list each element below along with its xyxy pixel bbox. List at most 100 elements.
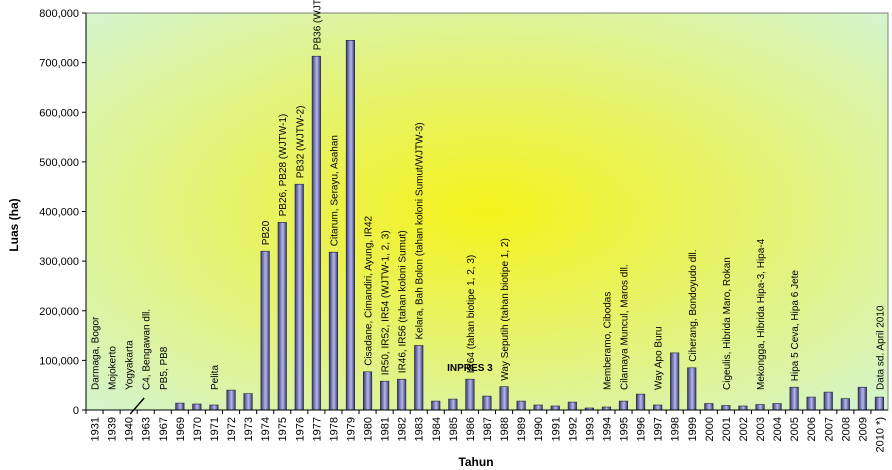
bar-1973 <box>243 393 253 411</box>
bar-1970 <box>192 403 202 411</box>
bar-1980 <box>362 371 373 411</box>
x-tick-label: 1977 <box>311 417 323 441</box>
bar-2008 <box>840 398 850 411</box>
bar-1979 <box>345 39 356 411</box>
x-tick-label: 1997 <box>653 417 665 441</box>
annotation-label: IR50, IR52, IR54 (WJTW-1, 2, 3) <box>381 230 392 375</box>
x-tick-label: 2005 <box>789 417 801 441</box>
y-axis-title: Luas (ha) <box>7 198 21 251</box>
x-tick-label: 1939 <box>107 417 119 441</box>
bar-2004 <box>772 403 782 411</box>
bar-1990 <box>533 404 543 411</box>
annotation-label: IR46, IR56 (tahan koloni Sumut) <box>398 230 409 373</box>
annotations-group: Darmaga, Bogor Mojokerto Yogyakarta C4, Ben… <box>91 0 887 390</box>
bar-1985 <box>448 398 458 411</box>
y-tick-label: 400,000 <box>39 207 79 219</box>
bar-1972 <box>226 389 236 411</box>
annotation-label: PB20 <box>261 220 272 245</box>
y-tick-label: 100,000 <box>39 355 79 367</box>
x-tick-label: 1978 <box>328 417 340 441</box>
bar-1989 <box>516 400 526 411</box>
bar-2006 <box>806 396 816 411</box>
bar-1997 <box>653 404 663 411</box>
annotation-label: PB36 (WJTW-2) <box>312 0 323 50</box>
annotation-label: PB5, PB8 <box>159 346 170 390</box>
annotation-label: Cisadane, Cimandiri, Ayung, IR42 <box>364 215 375 365</box>
bar-1983 <box>414 345 424 411</box>
x-tick-label: 1993 <box>584 417 596 441</box>
bar-2001 <box>721 405 731 411</box>
y-tick-label: 800,000 <box>39 8 79 20</box>
x-tick-label: 1973 <box>243 417 255 441</box>
bar-2007 <box>823 391 833 411</box>
y-axis: 0 100,000 200,000 300,000 400,000 500,000 600,… <box>39 8 87 417</box>
bar-1975 <box>277 222 287 411</box>
x-tick-label: 1986 <box>465 417 477 441</box>
bar-1969 <box>175 402 185 411</box>
x-tick-label: 1994 <box>601 417 613 441</box>
annotation-label: Pelita <box>210 365 221 390</box>
y-tick-label: 700,000 <box>39 58 79 70</box>
x-tick-label: 2004 <box>772 417 784 441</box>
bar-1999 <box>687 367 697 411</box>
annotation-label: Mojokerto <box>108 346 119 390</box>
plot-area <box>85 12 889 411</box>
bar-1971 <box>209 404 219 411</box>
bar-1982 <box>397 378 407 411</box>
x-tick-label: 1969 <box>175 417 187 441</box>
x-tick-label: 1975 <box>277 417 289 441</box>
x-tick-label: 1963 <box>141 417 153 441</box>
annotation-label: Mekongga, Hibrida Hipa-3, Hipa-4 <box>756 238 767 390</box>
annotation-label: Citarum, Serayu, Asahan <box>329 135 340 246</box>
bar-1986 <box>465 378 475 411</box>
x-tick-label: 1931 <box>90 417 102 441</box>
axis-break-mark <box>129 397 145 415</box>
x-tick-label: 1967 <box>158 417 170 441</box>
bar-1992 <box>567 401 577 411</box>
y-tick-label: 0 <box>73 405 79 417</box>
annotation-label: INPRES 3 <box>447 363 493 374</box>
bar-2003 <box>755 404 765 411</box>
bar-1984 <box>431 400 441 411</box>
x-tick-label: 2007 <box>823 417 835 441</box>
bars-group <box>175 39 885 411</box>
bar-1974 <box>260 250 270 411</box>
annotation-label: Memberamo, Cibodas <box>602 292 613 390</box>
annotation-label: Darmaga, Bogor <box>91 316 102 390</box>
x-tick-label: 1974 <box>260 417 272 441</box>
annotation-label: Hipa 5 Ceva, Hipa 6 Jete <box>790 270 801 382</box>
x-tick-label: 1976 <box>294 417 306 441</box>
x-tick-label: 2000 <box>704 417 716 441</box>
x-tick-label: 1984 <box>431 417 443 441</box>
y-tick-label: 200,000 <box>39 306 79 318</box>
x-tick-label: 1995 <box>619 417 631 441</box>
x-tick-label: 1970 <box>192 417 204 441</box>
bar-2010 *) <box>874 396 885 411</box>
bar-1991 <box>550 405 560 411</box>
x-axis: 1931 1939 1940 1963 1967 1969 1970 1971 1972 1973… <box>85 397 888 452</box>
annotation-label: C4, Bengawan dll. <box>142 309 153 390</box>
x-tick-label: 2006 <box>806 417 818 441</box>
annotation-label: PB26, PB28 (WJTW-1) <box>278 114 289 217</box>
x-tick-label: 1991 <box>550 417 562 441</box>
y-tick-label: 500,000 <box>39 157 79 169</box>
x-tick-label: 1985 <box>448 417 460 441</box>
annotation-label: Cilamaya Muncul, Maros dll. <box>620 264 631 390</box>
x-tick-label: 1972 <box>226 417 238 441</box>
x-tick-label: 2009 <box>857 417 869 441</box>
bar-2009 <box>857 386 867 411</box>
bar-2000 <box>704 403 714 411</box>
x-tick-label: 1981 <box>380 417 392 441</box>
annotation-label: Yogyakarta <box>125 340 136 390</box>
bar-2002 <box>738 405 748 411</box>
x-tick-label: 1980 <box>363 417 375 441</box>
bar-1977 <box>311 55 321 411</box>
annotation-label: Way Apo Buru <box>654 326 665 390</box>
x-tick-label: 1992 <box>567 417 579 441</box>
annotation-label: Ciherang, Bondoyudo dll. <box>688 249 699 361</box>
x-tick-label: 1989 <box>516 417 528 441</box>
x-tick-label: 1982 <box>397 417 409 441</box>
bar-2005 <box>789 386 799 411</box>
x-tick-label: 1988 <box>499 417 511 441</box>
